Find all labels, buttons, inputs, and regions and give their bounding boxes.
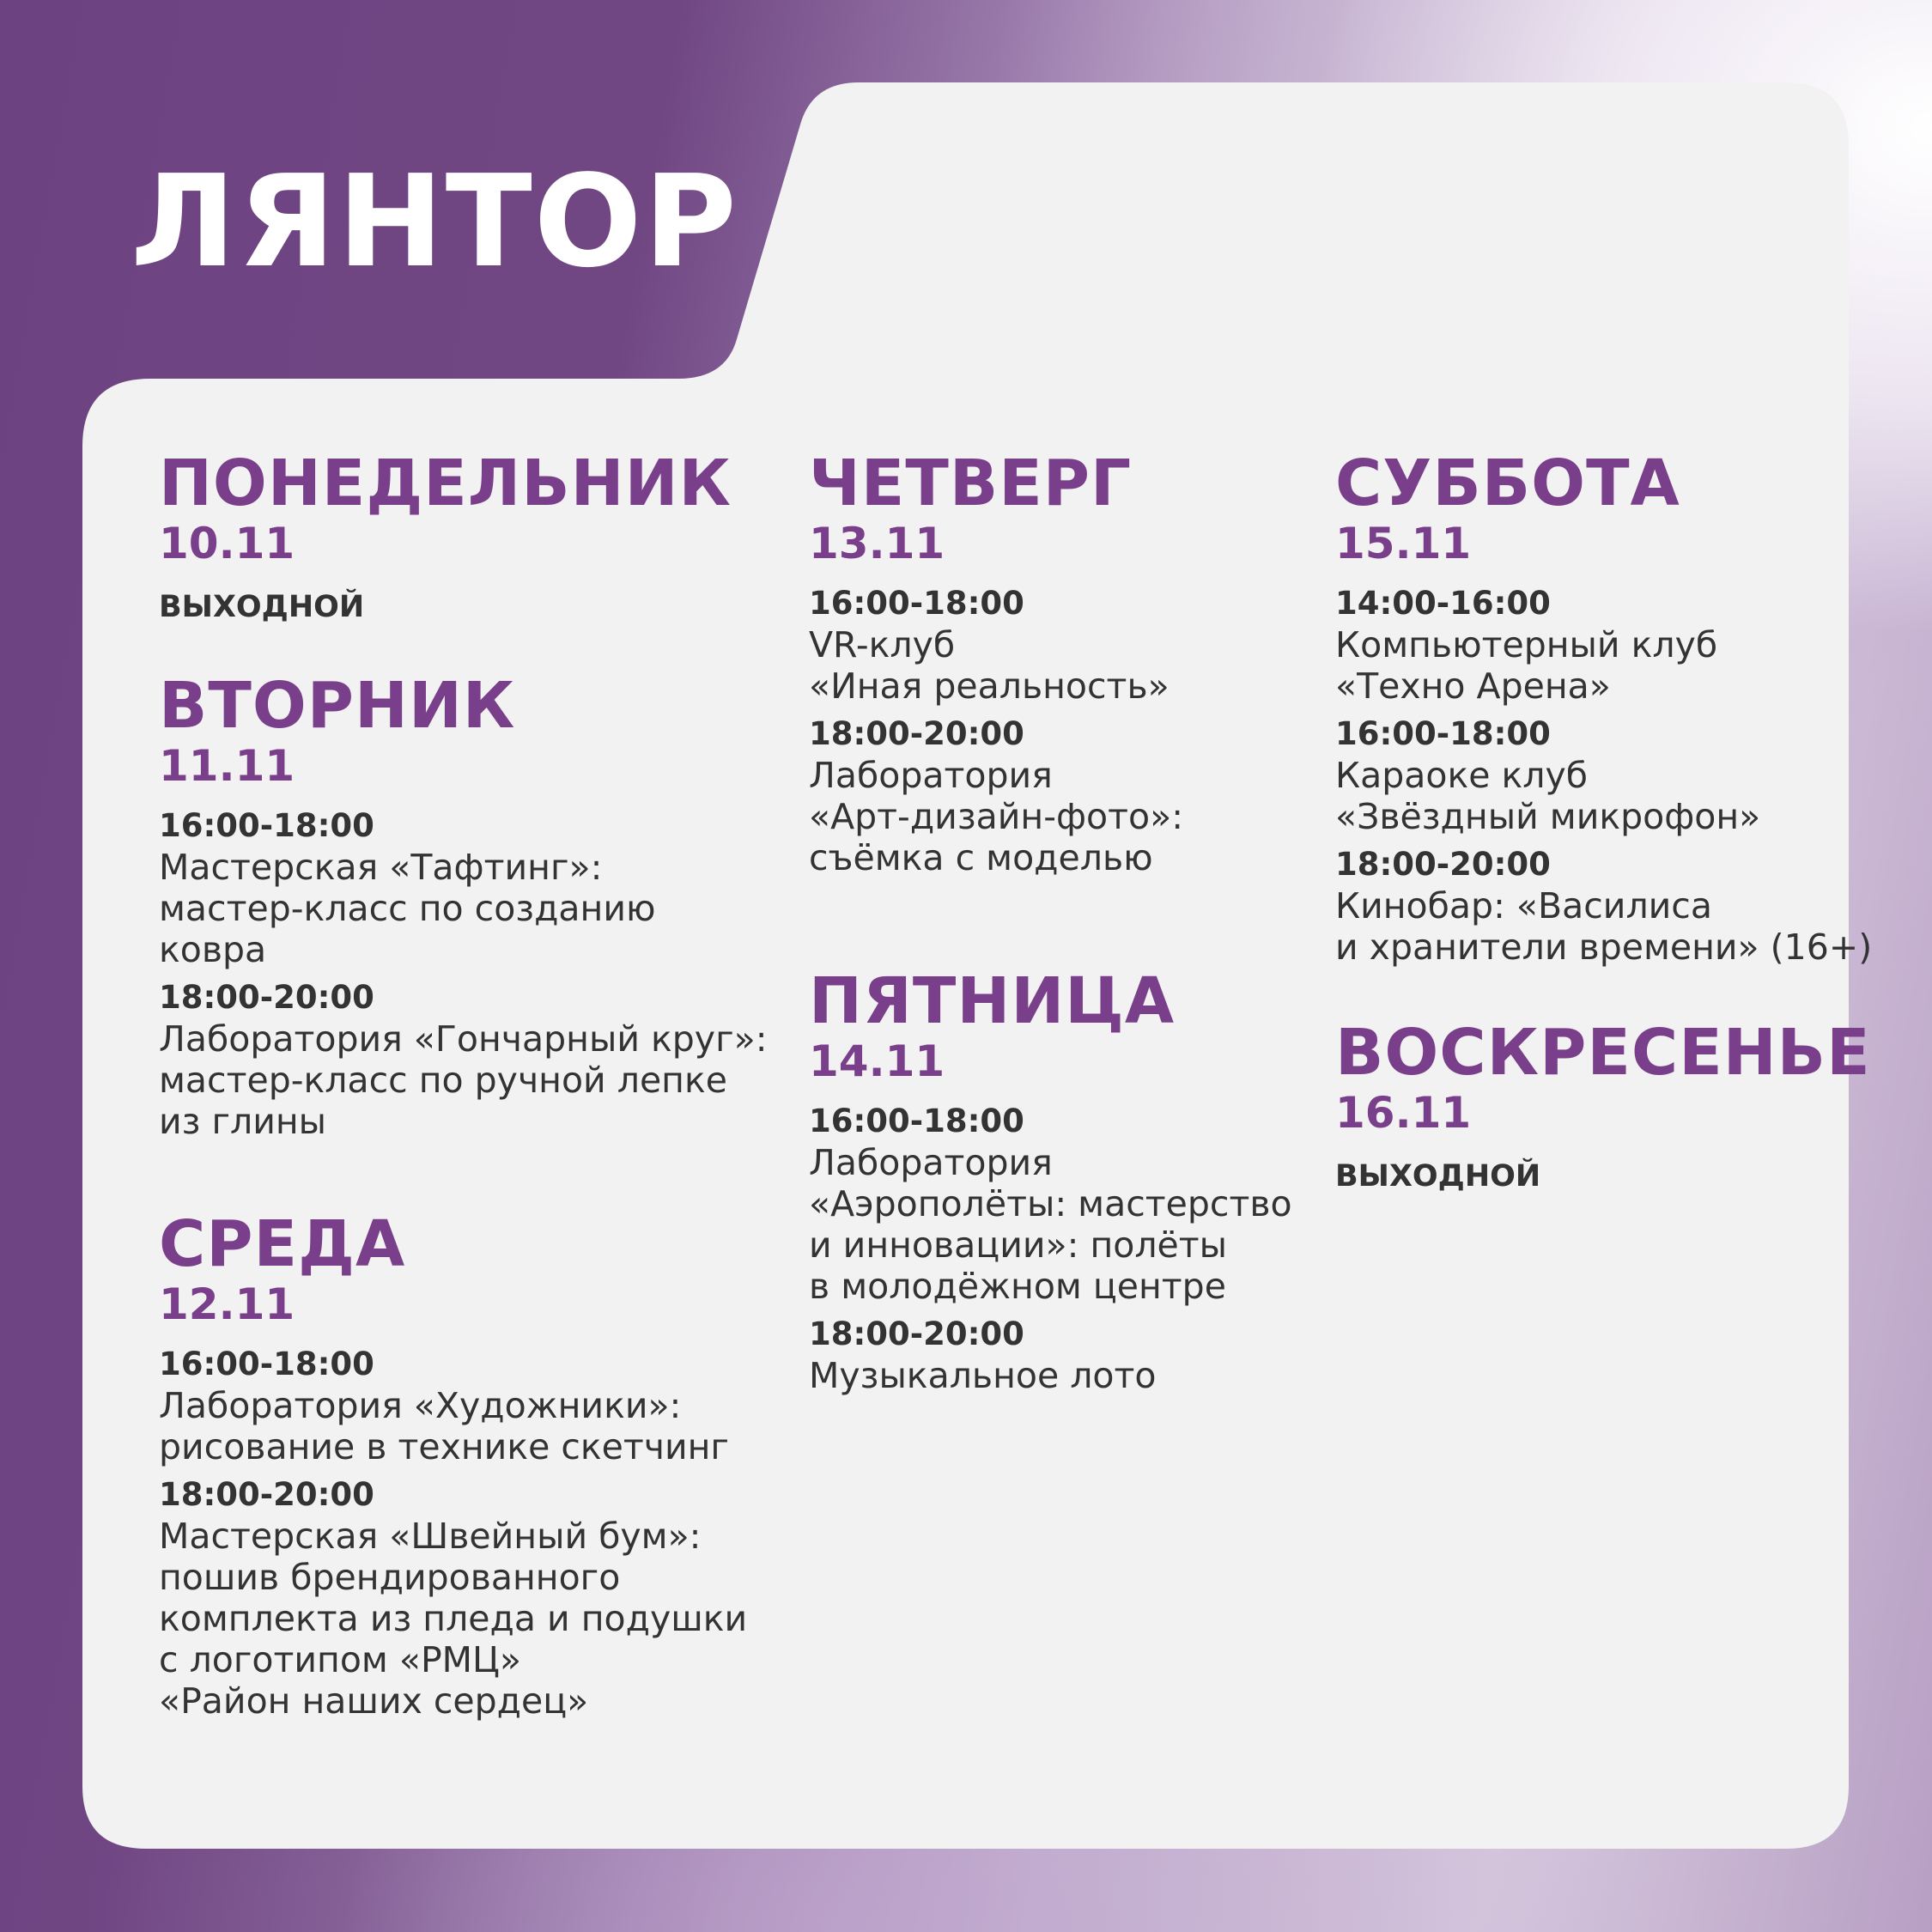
day-date: 16.11	[1335, 1088, 1472, 1138]
event-description-line: «Арт-дизайн-фото»:	[809, 796, 1184, 837]
day-sunday: ВОСКРЕСЕНЬЕ 16.11 ВЫХОДНОЙ	[1335, 1016, 1871, 1197]
event-item: 16:00-18:00 Лаборатория «Художники»: рисов…	[159, 1344, 729, 1467]
day-heading: ПЯТНИЦА	[809, 964, 1176, 1038]
event-time: 16:00-18:00	[159, 1346, 374, 1382]
event-item: 18:00-20:00 Мастерская «Швейный бум»: поши…	[159, 1474, 748, 1722]
card-shape	[82, 82, 1849, 1849]
event-item: 16:00-18:00 Караоке клуб «Звёздный микрофо…	[1335, 714, 1850, 837]
event-description-line: Лаборатория «Гончарный круг»:	[159, 1018, 768, 1060]
event-description-line: ковра	[159, 929, 267, 970]
day-thursday: ЧЕТВЕРГ 13.11 16:00-18:00 VR-клуб «Иная реал…	[809, 449, 1324, 878]
day-heading: СУББОТА	[1335, 447, 1680, 520]
event-description-line: Кинобар: «Василиса	[1335, 885, 1712, 927]
day-date: 14.11	[809, 1036, 945, 1086]
event-time: 18:00-20:00	[159, 979, 374, 1016]
event-description-line: и инновации»: полёты	[809, 1224, 1228, 1266]
event-description-line: Лаборатория «Художники»:	[159, 1385, 682, 1426]
event-item: 16:00-18:00 Лаборатория «Аэрополёты: масте…	[809, 1101, 1324, 1307]
event-description-line: в молодёжном центре	[809, 1266, 1226, 1307]
event-item: 14:00-16:00 Компьютерный клуб «Техно Арена…	[1335, 583, 1850, 707]
event-description-line: Мастерская «Тафтинг»:	[159, 847, 603, 888]
event-description-line: съёмка с моделью	[809, 837, 1153, 878]
event-description-line: «Район наших сердец»	[159, 1680, 589, 1722]
day-wednesday: СРЕДА 12.11 16:00-18:00 Лаборатория «Художн…	[159, 1207, 748, 1722]
event-description-line: VR-клуб	[809, 624, 956, 665]
event-description-line: Музыкальное лото	[809, 1355, 1157, 1396]
event-item: 18:00-20:00 Музыкальное лото	[809, 1314, 1324, 1396]
event-item: 18:00-20:00 Лаборатория «Арт-дизайн-фото»:…	[809, 714, 1324, 878]
day-heading: СРЕДА	[159, 1207, 406, 1281]
event-description-line: «Аэрополёты: мастерство	[809, 1183, 1292, 1224]
event-description-line: «Звёздный микрофон»	[1335, 796, 1761, 837]
day-date: 13.11	[809, 519, 945, 568]
event-description-line: «Иная реальность»	[809, 665, 1170, 707]
event-time: 18:00-20:00	[809, 1315, 1024, 1352]
event-time: 16:00-18:00	[159, 807, 374, 844]
day-date: 10.11	[159, 519, 295, 568]
event-time: 18:00-20:00	[159, 1476, 374, 1513]
day-saturday: СУББОТА 15.11 14:00-16:00 Компьютерный клуб…	[1335, 447, 1873, 968]
event-description-line: мастер-класс по ручной лепке	[159, 1060, 727, 1101]
day-friday: ПЯТНИЦА 14.11 16:00-18:00 Лаборатория «Аэроп…	[809, 967, 1324, 1396]
event-description-line: Караоке клуб	[1335, 755, 1589, 796]
day-heading: ВОСКРЕСЕНЬЕ	[1335, 1016, 1871, 1090]
event-description-line: рисование в технике скетчинг	[159, 1426, 729, 1467]
event-description-line: с логотипом «РМЦ»	[159, 1639, 521, 1680]
event-description-line: и хранители времени» (16+)	[1335, 927, 1873, 968]
day-off-label: ВЫХОДНОЙ	[1335, 1159, 1541, 1194]
day-off-label: ВЫХОДНОЙ	[159, 590, 365, 624]
event-item: 16:00-18:00 Мастерская «Тафтинг»: мастер-к…	[159, 805, 674, 970]
event-item: 18:00-20:00 Кинобар: «Василиса и хранители…	[1335, 844, 1873, 968]
event-item: 16:00-18:00 VR-клуб «Иная реальность»	[809, 583, 1324, 707]
page-title: ЛЯНТОР	[131, 148, 738, 295]
event-time: 18:00-20:00	[809, 715, 1024, 752]
day-monday: ПОНЕДЕЛЬНИК 10.11 ВЫХОДНОЙ	[159, 447, 732, 628]
event-time: 16:00-18:00	[809, 1103, 1024, 1139]
day-tuesday: ВТОРНИК 11.11 16:00-18:00 Мастерская «Тафти…	[159, 669, 768, 1142]
event-description-line: Лаборатория	[809, 755, 1053, 796]
event-description-line: Лаборатория	[809, 1142, 1053, 1183]
event-description-line: комплекта из пледа и подушки	[159, 1598, 748, 1639]
event-time: 18:00-20:00	[1335, 846, 1551, 883]
event-time: 14:00-16:00	[1335, 585, 1551, 622]
event-time: 16:00-18:00	[1335, 715, 1551, 752]
day-heading: ВТОРНИК	[159, 669, 516, 743]
day-heading: ПОНЕДЕЛЬНИК	[159, 447, 732, 520]
event-description-line: Компьютерный клуб	[1335, 624, 1718, 665]
event-description-line: «Техно Арена»	[1335, 665, 1611, 707]
event-description-line: Мастерская «Швейный бум»:	[159, 1516, 702, 1557]
event-description-line: пошив брендированного	[159, 1557, 621, 1598]
event-item: 18:00-20:00 Лаборатория «Гончарный круг»:…	[159, 977, 768, 1142]
event-time: 16:00-18:00	[809, 585, 1024, 622]
day-date: 11.11	[159, 741, 295, 791]
event-description-line: из глины	[159, 1101, 327, 1142]
day-date: 12.11	[159, 1279, 295, 1329]
day-date: 15.11	[1335, 519, 1472, 568]
event-description-line: мастер-класс по созданию	[159, 888, 656, 929]
day-heading: ЧЕТВЕРГ	[809, 447, 1133, 520]
